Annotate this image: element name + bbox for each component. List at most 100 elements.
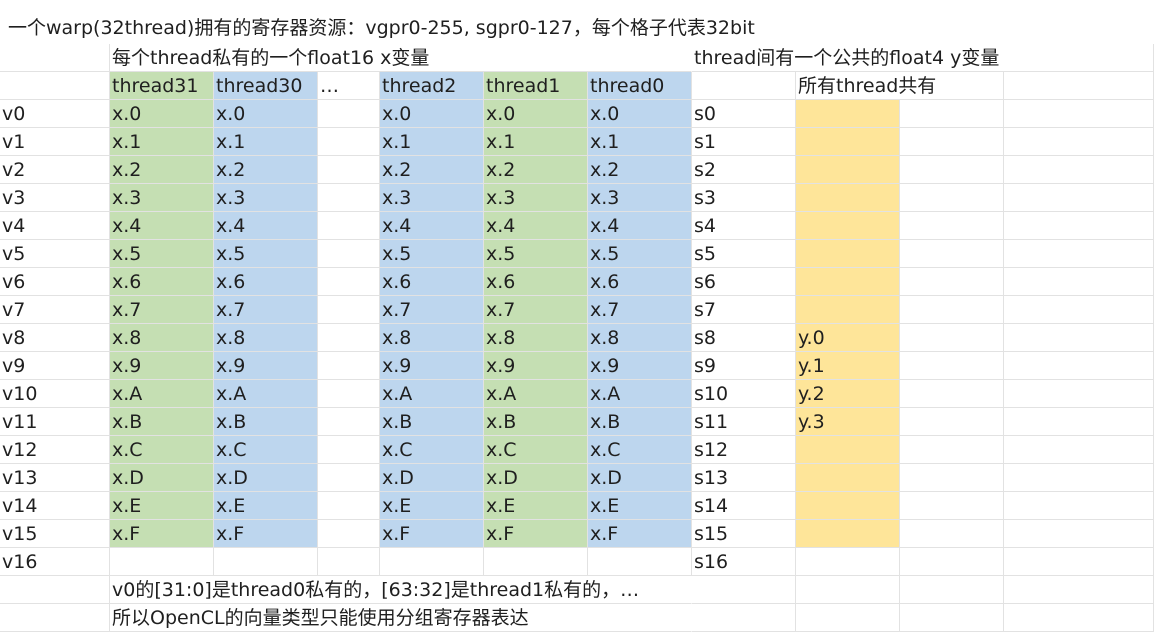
empty-cell[interactable] [900, 268, 1004, 296]
vgpr-caption[interactable]: 每个thread私有的一个float16 x变量 [110, 44, 692, 72]
vgpr-value-cell[interactable]: x.E [214, 492, 318, 520]
empty-cell[interactable] [318, 548, 380, 576]
empty-cell[interactable] [900, 548, 1004, 576]
sgpr-value-cell[interactable] [796, 492, 900, 520]
vgpr-value-cell[interactable]: x.F [588, 520, 692, 548]
empty-cell[interactable] [214, 548, 318, 576]
sgpr-row-label[interactable]: s16 [692, 548, 796, 576]
empty-cell[interactable] [484, 548, 588, 576]
vgpr-value-cell[interactable]: x.9 [588, 352, 692, 380]
sgpr-value-cell[interactable] [796, 520, 900, 548]
vgpr-row-label[interactable]: v4 [0, 212, 110, 240]
vgpr-value-cell[interactable]: x.7 [484, 296, 588, 324]
sgpr-row-label[interactable]: s12 [692, 436, 796, 464]
empty-cell[interactable] [318, 156, 380, 184]
empty-cell[interactable] [1004, 352, 1154, 380]
empty-cell[interactable] [1004, 268, 1154, 296]
empty-cell[interactable] [1004, 436, 1154, 464]
empty-cell[interactable] [1004, 212, 1154, 240]
empty-cell[interactable] [900, 436, 1004, 464]
vgpr-value-cell[interactable]: x.C [214, 436, 318, 464]
empty-cell[interactable] [588, 548, 692, 576]
vgpr-value-cell[interactable]: x.6 [380, 268, 484, 296]
empty-cell[interactable] [900, 464, 1004, 492]
vgpr-value-cell[interactable]: x.6 [588, 268, 692, 296]
vgpr-value-cell[interactable]: x.8 [588, 324, 692, 352]
vgpr-value-cell[interactable]: x.B [110, 408, 214, 436]
vgpr-value-cell[interactable]: x.0 [484, 100, 588, 128]
vgpr-value-cell[interactable]: x.D [380, 464, 484, 492]
empty-cell[interactable] [1004, 520, 1154, 548]
vgpr-value-cell[interactable]: x.5 [214, 240, 318, 268]
vgpr-row-label[interactable]: v2 [0, 156, 110, 184]
vgpr-value-cell[interactable]: x.C [110, 436, 214, 464]
empty-cell[interactable] [900, 324, 1004, 352]
empty-cell[interactable] [318, 100, 380, 128]
vgpr-value-cell[interactable]: x.F [110, 520, 214, 548]
empty-cell[interactable] [1004, 128, 1154, 156]
empty-cell[interactable] [1004, 240, 1154, 268]
sgpr-value-cell[interactable] [796, 100, 900, 128]
vgpr-value-cell[interactable]: x.6 [484, 268, 588, 296]
empty-cell[interactable] [318, 296, 380, 324]
vgpr-value-cell[interactable]: x.8 [484, 324, 588, 352]
empty-cell[interactable] [900, 296, 1004, 324]
vgpr-value-cell[interactable]: x.8 [214, 324, 318, 352]
vgpr-value-cell[interactable]: x.0 [588, 100, 692, 128]
thread-header[interactable]: thread2 [380, 72, 484, 100]
empty-cell[interactable] [1004, 184, 1154, 212]
vgpr-row-label[interactable]: v16 [0, 548, 110, 576]
vgpr-row-label[interactable]: v5 [0, 240, 110, 268]
vgpr-value-cell[interactable]: x.1 [484, 128, 588, 156]
vgpr-value-cell[interactable]: x.F [484, 520, 588, 548]
thread-header[interactable]: thread31 [110, 72, 214, 100]
vgpr-value-cell[interactable]: x.9 [380, 352, 484, 380]
thread-header[interactable]: thread30 [214, 72, 318, 100]
vgpr-value-cell[interactable]: x.C [588, 436, 692, 464]
empty-cell[interactable] [380, 548, 484, 576]
sgpr-value-cell[interactable]: y.2 [796, 380, 900, 408]
empty-cell[interactable] [318, 464, 380, 492]
empty-cell[interactable] [692, 72, 796, 100]
sgpr-value-cell[interactable] [796, 436, 900, 464]
empty-cell[interactable] [1004, 100, 1154, 128]
vgpr-value-cell[interactable]: x.E [588, 492, 692, 520]
empty-cell[interactable] [900, 492, 1004, 520]
empty-cell[interactable] [318, 324, 380, 352]
vgpr-value-cell[interactable]: x.7 [110, 296, 214, 324]
vgpr-value-cell[interactable]: x.C [380, 436, 484, 464]
empty-cell[interactable] [900, 240, 1004, 268]
empty-cell[interactable] [692, 604, 796, 632]
vgpr-value-cell[interactable]: x.4 [380, 212, 484, 240]
vgpr-value-cell[interactable]: x.8 [380, 324, 484, 352]
vgpr-value-cell[interactable]: x.5 [588, 240, 692, 268]
vgpr-row-label[interactable]: v12 [0, 436, 110, 464]
empty-cell[interactable] [1004, 576, 1154, 604]
sgpr-row-label[interactable]: s5 [692, 240, 796, 268]
vgpr-value-cell[interactable]: x.F [214, 520, 318, 548]
empty-cell[interactable] [900, 184, 1004, 212]
vgpr-row-label[interactable]: v3 [0, 184, 110, 212]
vgpr-row-label[interactable]: v15 [0, 520, 110, 548]
sgpr-row-label[interactable]: s1 [692, 128, 796, 156]
vgpr-value-cell[interactable]: x.A [214, 380, 318, 408]
vgpr-value-cell[interactable]: x.2 [484, 156, 588, 184]
vgpr-row-label[interactable]: v6 [0, 268, 110, 296]
sgpr-row-label[interactable]: s11 [692, 408, 796, 436]
empty-cell[interactable] [796, 604, 900, 632]
empty-cell[interactable] [900, 408, 1004, 436]
empty-cell[interactable] [796, 548, 900, 576]
thread-header[interactable]: thread1 [484, 72, 588, 100]
empty-cell[interactable] [900, 212, 1004, 240]
vgpr-row-label[interactable]: v13 [0, 464, 110, 492]
vgpr-value-cell[interactable]: x.B [588, 408, 692, 436]
empty-cell[interactable] [318, 212, 380, 240]
sgpr-caption[interactable]: thread间有一个公共的float4 y变量 [692, 44, 1154, 72]
note-line[interactable]: 所以OpenCL的向量类型只能使用分组寄存器表达 [110, 604, 692, 632]
note-line[interactable]: v0的[31:0]是thread0私有的，[63:32]是thread1私有的，… [110, 576, 692, 604]
vgpr-value-cell[interactable]: x.0 [380, 100, 484, 128]
vgpr-value-cell[interactable]: x.5 [484, 240, 588, 268]
vgpr-value-cell[interactable]: x.3 [588, 184, 692, 212]
empty-cell[interactable] [692, 576, 796, 604]
sgpr-subcaption[interactable]: 所有thread共有 [796, 72, 1004, 100]
